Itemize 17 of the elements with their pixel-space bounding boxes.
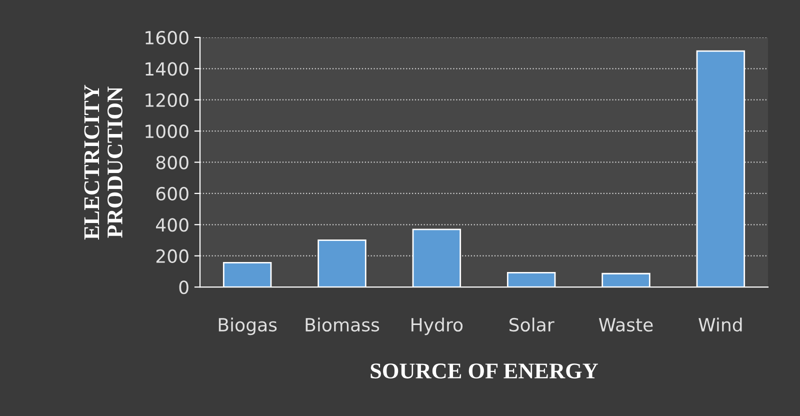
y-tick-label: 600	[156, 186, 188, 201]
y-tick-label: 1600	[146, 30, 188, 45]
x-axis-title: SOURCE OF ENERGY	[370, 364, 598, 378]
x-tick-label: Wind	[698, 318, 742, 332]
y-tick-label: 1200	[146, 93, 188, 107]
y-tick-label: 1400	[146, 62, 188, 76]
y-tick-label: 1000	[146, 124, 188, 138]
y-axis-title: ELECTRICITY PRODUCTION	[84, 84, 122, 240]
y-tick-label: 200	[156, 249, 188, 263]
y-tick-label: 400	[156, 218, 188, 232]
x-tick-label: Biomass	[306, 318, 380, 332]
x-tick-label: Hydro	[412, 318, 463, 336]
x-tick-label: Solar	[510, 318, 554, 332]
x-tick-label: Waste	[598, 318, 653, 332]
x-tick-label: Biogas	[218, 318, 277, 336]
y-tick-label: 800	[156, 156, 188, 170]
y-tick-label: 0	[179, 280, 188, 294]
